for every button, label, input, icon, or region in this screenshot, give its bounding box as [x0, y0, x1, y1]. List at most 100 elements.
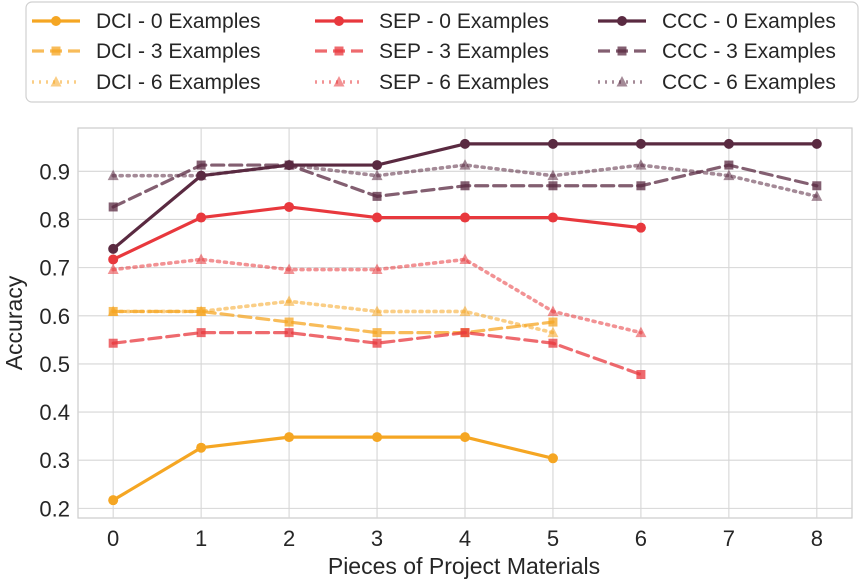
legend-marker: [50, 76, 62, 87]
data-point: [372, 338, 382, 348]
x-tick-label: 6: [635, 526, 647, 551]
series-ccc-6-examples: [107, 159, 823, 201]
x-tick-label: 4: [459, 526, 471, 551]
legend-label: CCC - 6 Examples: [662, 71, 836, 94]
legend-label: CCC - 3 Examples: [662, 40, 836, 63]
legend-label: SEP - 3 Examples: [379, 40, 549, 63]
legend-entry-sep-3-examples: SEP - 3 Examples: [315, 40, 549, 63]
data-point: [283, 295, 295, 306]
data-point: [723, 138, 734, 149]
y-axis-title: Accuracy: [1, 275, 27, 370]
data-point: [195, 305, 207, 316]
data-point: [635, 222, 646, 233]
data-point: [459, 159, 471, 170]
data-point: [724, 160, 734, 170]
data-point: [812, 181, 822, 191]
data-point: [459, 253, 471, 264]
legend-entry-dci-0-examples: DCI - 0 Examples: [32, 10, 261, 33]
series-dci-0-examples: [108, 432, 558, 506]
data-point: [284, 432, 295, 443]
data-point: [108, 202, 118, 212]
series-line: [111, 435, 555, 502]
data-point: [284, 201, 295, 212]
data-point: [108, 243, 119, 254]
y-tick-label: 0.4: [39, 400, 70, 425]
y-tick-label: 0.8: [39, 207, 70, 232]
data-point: [196, 328, 206, 338]
data-point: [459, 305, 471, 316]
data-point: [460, 212, 470, 223]
legend-entry-ccc-0-examples: CCC - 0 Examples: [598, 10, 836, 33]
y-tick-label: 0.3: [39, 448, 70, 473]
data-point: [548, 317, 558, 327]
legend-marker: [334, 46, 344, 56]
series-group: [107, 138, 823, 506]
data-point: [372, 328, 382, 338]
x-tick-label: 7: [723, 526, 735, 551]
data-point: [636, 370, 646, 380]
data-point: [284, 317, 294, 327]
legend-marker: [51, 16, 61, 26]
series-sep-6-examples: [107, 253, 647, 338]
legend-entry-ccc-6-examples: CCC - 6 Examples: [598, 71, 836, 94]
data-point: [635, 138, 646, 149]
legend-entry-sep-6-examples: SEP - 6 Examples: [315, 71, 549, 94]
data-point: [107, 305, 119, 316]
y-tick-label: 0.2: [39, 496, 70, 521]
data-point: [108, 254, 119, 265]
y-tick-label: 0.7: [39, 256, 70, 281]
data-point: [548, 338, 558, 348]
data-point: [108, 338, 118, 348]
data-point: [283, 159, 295, 170]
data-point: [195, 253, 207, 264]
data-point: [283, 263, 295, 275]
data-point: [547, 212, 558, 223]
data-point: [371, 169, 383, 181]
data-point: [371, 263, 383, 275]
data-point: [547, 138, 558, 149]
legend-label: SEP - 6 Examples: [379, 71, 549, 94]
x-tick-label: 3: [371, 526, 383, 551]
legend-marker: [617, 16, 627, 26]
data-point: [195, 169, 207, 181]
series-line: [111, 309, 555, 335]
legend-marker: [333, 76, 345, 87]
data-point: [547, 169, 559, 181]
data-point: [460, 181, 470, 191]
data-point: [196, 160, 206, 170]
legend-marker: [617, 46, 627, 56]
legend-entry-dci-6-examples: DCI - 6 Examples: [32, 71, 261, 94]
legend-marker: [334, 16, 344, 26]
data-point: [635, 326, 647, 338]
legend-label: SEP - 0 Examples: [379, 10, 549, 33]
x-tick-label: 0: [107, 526, 119, 551]
data-point: [547, 453, 558, 464]
data-point: [547, 305, 559, 316]
data-point: [811, 138, 822, 149]
data-point: [372, 432, 383, 443]
x-tick-label: 2: [283, 526, 295, 551]
data-point: [107, 263, 119, 275]
y-tick-label: 0.9: [39, 159, 70, 184]
legend-label: DCI - 6 Examples: [96, 71, 261, 94]
series-line: [111, 299, 555, 335]
data-point: [460, 432, 470, 443]
data-point: [372, 191, 382, 201]
data-point: [811, 190, 823, 201]
legend-entry-ccc-3-examples: CCC - 3 Examples: [598, 40, 836, 63]
y-tick-labels: 0.2 0.3 0.4 0.5 0.6 0.7 0.8 0.9: [39, 159, 70, 521]
data-point: [635, 159, 647, 170]
x-tick-labels: 0 1 2 3 4 5 6 7 8: [107, 526, 823, 551]
data-point: [196, 212, 207, 223]
legend-entry-sep-0-examples: SEP - 0 Examples: [315, 10, 549, 33]
legend-marker: [51, 46, 61, 56]
data-point: [371, 305, 383, 316]
legend-box: [25, 1, 859, 103]
data-point: [108, 495, 119, 506]
legend: DCI - 0 Examples DCI - 3 Examples DCI - 6 …: [32, 10, 836, 94]
x-tick-label: 5: [547, 526, 559, 551]
data-point: [284, 328, 294, 338]
data-point: [107, 169, 119, 181]
data-point: [723, 169, 735, 181]
